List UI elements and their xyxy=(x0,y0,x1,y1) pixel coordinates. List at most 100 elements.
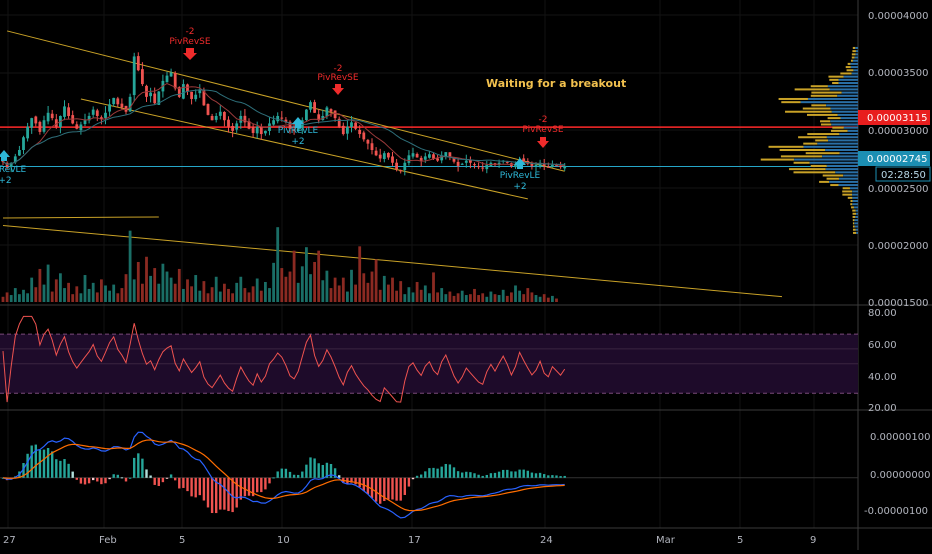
volume-bar xyxy=(436,292,439,302)
volume-bar xyxy=(555,298,558,302)
profile-bar-down xyxy=(853,69,858,72)
profile-bar-down xyxy=(809,161,858,164)
profile-bar-down xyxy=(828,139,858,142)
macd-histogram-bar xyxy=(555,475,558,478)
macd-histogram-bar xyxy=(547,475,550,478)
date-tick-27: 27 xyxy=(3,535,16,546)
candle-body xyxy=(243,115,247,123)
profile-bar-up xyxy=(852,231,857,234)
volume-bar xyxy=(374,259,378,302)
macd-histogram-bar xyxy=(186,477,189,492)
candle-body xyxy=(428,154,431,158)
profile-bar-up xyxy=(852,209,856,212)
candle-body xyxy=(382,153,386,159)
volume-bar xyxy=(255,278,259,302)
candle-body xyxy=(79,124,83,131)
moving-averages xyxy=(2,82,565,167)
profile-bar-up xyxy=(807,113,838,116)
macd-histogram-bar xyxy=(276,471,279,478)
profile-bar-up xyxy=(793,171,836,174)
volume-bar xyxy=(251,286,255,302)
macd-histogram-bar xyxy=(395,477,398,501)
macd-histogram-bar xyxy=(510,471,513,478)
volume-bars xyxy=(1,227,558,302)
candle-body xyxy=(255,126,259,134)
macd-histogram-bar xyxy=(231,477,234,513)
profile-bar-down xyxy=(827,85,858,88)
volume-bar xyxy=(264,281,267,302)
candle-body xyxy=(473,164,476,166)
volume-bar xyxy=(91,282,95,302)
candle-body xyxy=(83,120,87,124)
volume-bar xyxy=(403,294,407,302)
macd-histogram-bar xyxy=(317,463,320,478)
date-tick-mar-5: 5 xyxy=(737,535,743,546)
macd-histogram-bar xyxy=(411,477,415,480)
volume-bar xyxy=(177,268,181,302)
candle-body xyxy=(341,125,345,135)
volume-bar xyxy=(276,227,280,302)
macd-histogram-bar xyxy=(42,449,46,478)
volume-bar xyxy=(124,274,128,302)
volume-bar xyxy=(227,288,230,302)
candle-body xyxy=(419,157,423,161)
macd-histogram-bar xyxy=(526,470,529,478)
macd-histogram-bar xyxy=(227,477,230,512)
candle-body xyxy=(448,152,452,157)
profile-bar-up xyxy=(819,180,830,183)
macd-histogram-bar xyxy=(469,472,472,478)
macd-histogram-bar xyxy=(71,471,74,478)
candle-body xyxy=(477,166,480,168)
macd-histogram-bar xyxy=(215,477,218,514)
macd-histogram-bar xyxy=(79,477,83,484)
macd-histogram-bar xyxy=(280,468,283,478)
volume-bar xyxy=(337,285,341,302)
macd-histogram-bar xyxy=(239,477,242,500)
profile-bar-down xyxy=(825,148,858,151)
volume-bar xyxy=(489,291,493,302)
volume-bar xyxy=(296,282,300,302)
candle-body xyxy=(296,127,300,132)
macd-histogram-bar xyxy=(96,477,99,482)
macd-histogram-bar xyxy=(100,477,103,485)
volume-bar xyxy=(428,293,431,302)
profile-bar-down xyxy=(854,222,858,225)
volume-bar xyxy=(145,256,148,302)
macd-histogram-bar xyxy=(104,477,107,484)
volume-bar xyxy=(546,297,550,302)
macd-histogram-bar xyxy=(551,475,554,478)
volume-bar xyxy=(38,268,42,302)
volume-bar xyxy=(169,277,173,302)
macd-histogram-bar xyxy=(301,471,304,478)
volume-bar xyxy=(530,292,534,302)
volume-bar xyxy=(464,295,468,302)
macd-histogram-bar xyxy=(374,477,378,502)
volume-bar xyxy=(186,279,189,302)
volume-bar xyxy=(116,293,120,302)
macd-histogram-bar xyxy=(202,477,206,501)
volume-bar xyxy=(542,294,546,302)
candle-body xyxy=(563,165,567,169)
macd-histogram-bar xyxy=(145,469,148,478)
profile-bar-up xyxy=(832,126,844,129)
macd-histogram-bar xyxy=(534,473,538,478)
macd-histogram-bar xyxy=(354,477,357,485)
volume-bar xyxy=(329,288,333,302)
macd-histogram-bar xyxy=(456,471,460,478)
profile-bar-up xyxy=(847,62,851,65)
volume-bar xyxy=(460,290,464,302)
macd-histogram-bar xyxy=(46,447,50,478)
volume-top-line xyxy=(2,216,159,219)
volume-bar xyxy=(387,284,390,302)
volume-bar xyxy=(75,286,79,302)
profile-bar-up xyxy=(842,193,853,196)
profile-bar-up xyxy=(852,219,855,222)
candle-body xyxy=(292,129,296,131)
volume-bar xyxy=(481,293,485,302)
volume-bar xyxy=(510,292,513,302)
candle-body xyxy=(231,126,234,131)
candle-body xyxy=(108,104,111,112)
profile-bar-up xyxy=(768,145,804,148)
